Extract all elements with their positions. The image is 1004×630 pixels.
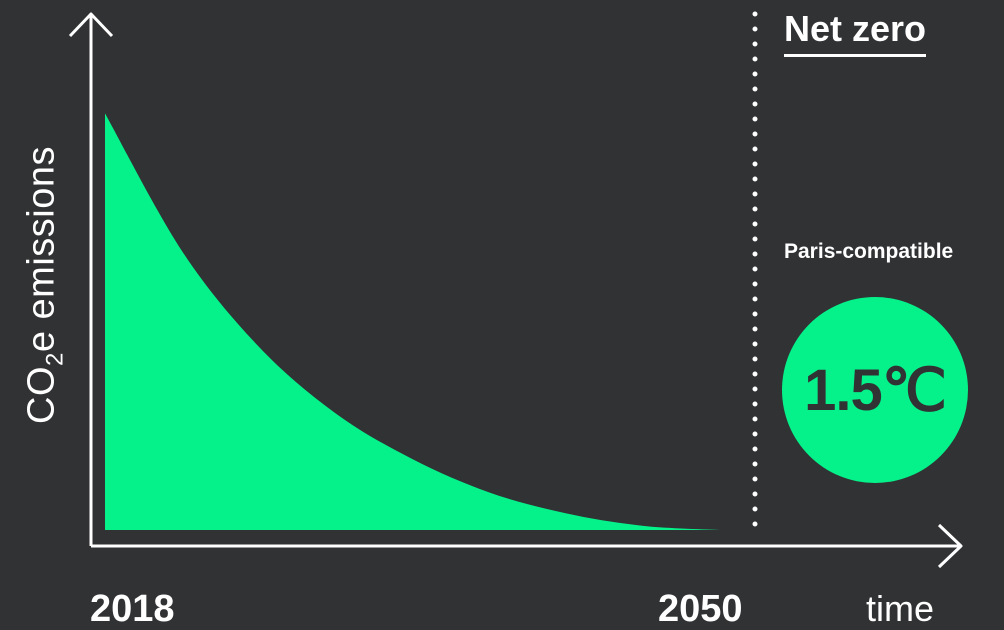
y-axis-label: CO2e emissions xyxy=(20,146,69,424)
x-axis-arrowhead xyxy=(937,523,963,569)
target-temperature-badge: 1.5℃ xyxy=(782,297,968,483)
x-tick-label-start: 2018 xyxy=(90,588,175,630)
x-axis-label: time xyxy=(866,588,935,629)
paris-compatible-caption: Paris-compatible xyxy=(784,240,954,263)
emissions-area xyxy=(105,113,720,530)
net-zero-label: Net zero xyxy=(784,8,927,57)
x-tick-label-end: 2050 xyxy=(658,588,743,630)
y-axis-arrowhead xyxy=(68,12,114,38)
